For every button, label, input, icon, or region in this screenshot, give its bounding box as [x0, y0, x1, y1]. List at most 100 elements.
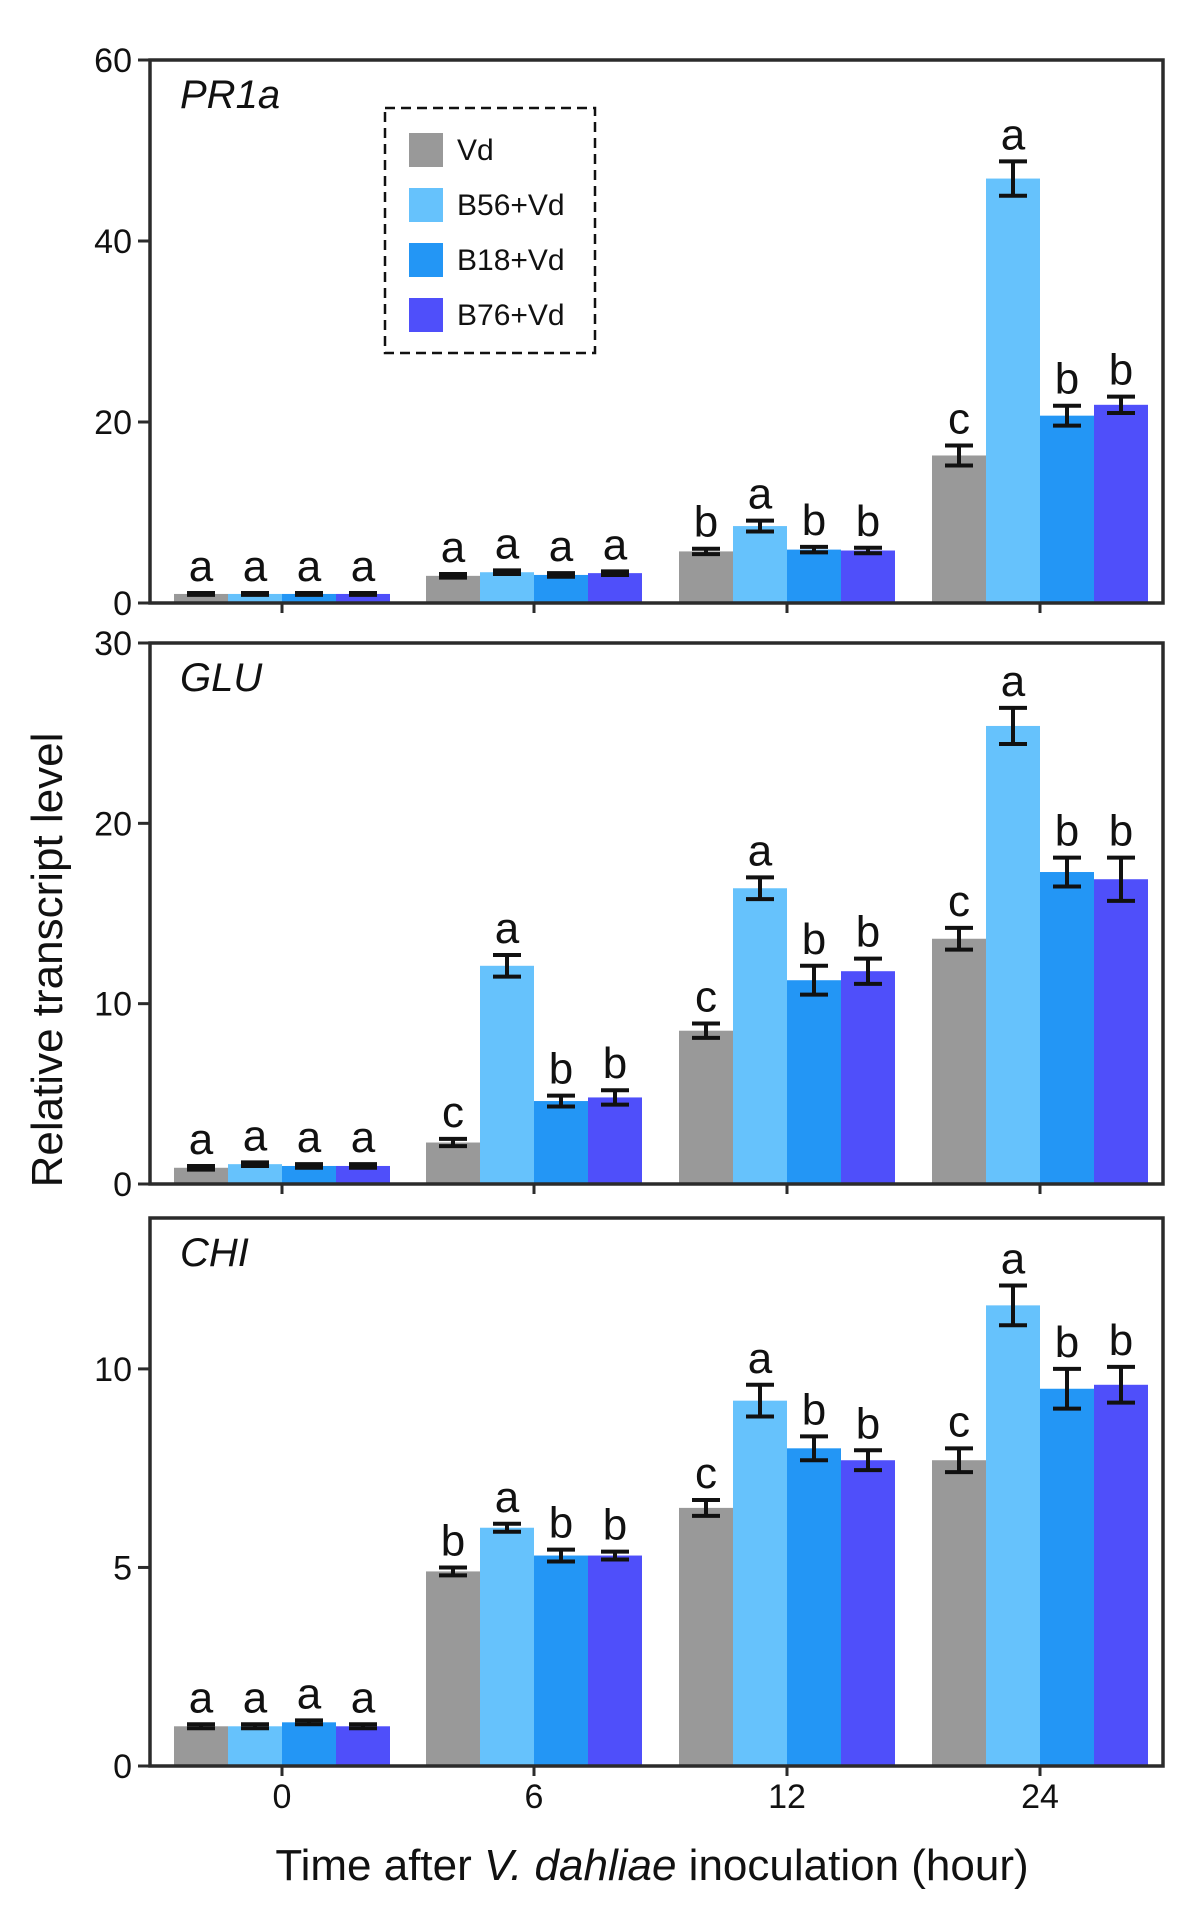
y-tick-label: 60	[94, 42, 132, 80]
significance-letter: a	[351, 542, 376, 591]
bar-chi-6h-s1	[480, 1527, 534, 1766]
x-axis-title-suffix: inoculation (hour)	[676, 1841, 1028, 1890]
x-axis-title: Time after V. dahliae inoculation (hour)	[275, 1841, 1028, 1890]
bar-glu-6h-s0	[426, 1142, 480, 1184]
significance-letter: b	[1109, 346, 1133, 395]
bar-pr1a-12h-s0	[679, 551, 733, 603]
y-tick-label: 10	[94, 986, 132, 1024]
significance-letter: a	[495, 904, 520, 953]
y-tick-label: 0	[113, 585, 132, 623]
bar-chi-12h-s0	[679, 1507, 733, 1766]
bar-chi-12h-s3	[841, 1460, 895, 1766]
bar-pr1a-24h-s2	[1040, 415, 1094, 603]
legend-label-vd: Vd	[457, 134, 494, 167]
significance-letter: a	[549, 522, 574, 571]
significance-letter: a	[297, 1113, 322, 1162]
y-tick-label: 40	[94, 223, 132, 261]
legend-swatch-b56	[409, 188, 443, 222]
significance-letter: a	[243, 1111, 268, 1160]
panel-title-glu: GLU	[180, 656, 263, 700]
significance-letter: b	[549, 1499, 573, 1548]
bar-glu-0h-s3	[336, 1165, 390, 1184]
significance-letter: b	[856, 1399, 880, 1448]
significance-letter: c	[948, 877, 970, 926]
bar-glu-12h-s0	[679, 1030, 733, 1184]
panel-title-chi: CHI	[180, 1231, 249, 1275]
significance-letter: a	[748, 1334, 773, 1383]
x-axis-title-prefix: Time after	[275, 1841, 484, 1890]
bar-glu-6h-s1	[480, 965, 534, 1184]
significance-letter: a	[495, 1473, 520, 1522]
bar-pr1a-0h-s3	[336, 593, 390, 603]
significance-letter: b	[694, 498, 718, 547]
bar-chi-0h-s2	[282, 1722, 336, 1766]
significance-letter: a	[243, 542, 268, 591]
x-tick-label-12: 12	[768, 1778, 806, 1816]
bar-pr1a-12h-s2	[787, 549, 841, 603]
significance-letter: a	[189, 542, 214, 591]
bar-pr1a-24h-s1	[986, 178, 1040, 603]
bar-glu-0h-s2	[282, 1165, 336, 1184]
legend-swatch-b76	[409, 298, 443, 332]
significance-letter: a	[351, 1113, 376, 1162]
bar-glu-0h-s0	[174, 1167, 228, 1184]
bar-pr1a-6h-s2	[534, 574, 588, 603]
y-tick-label: 20	[94, 805, 132, 843]
significance-letter: a	[1001, 110, 1026, 159]
bar-pr1a-12h-s3	[841, 550, 895, 603]
bar-pr1a-6h-s1	[480, 572, 534, 603]
significance-letter: c	[948, 1397, 970, 1446]
bar-chi-12h-s1	[733, 1400, 787, 1766]
x-tick-label-6: 6	[525, 1778, 544, 1816]
significance-letter: c	[948, 395, 970, 444]
bar-pr1a-12h-s1	[733, 526, 787, 603]
panel-title-pr1a: PR1a	[180, 73, 280, 117]
x-axis-title-species: V. dahliae	[484, 1841, 676, 1890]
significance-letter: b	[1055, 355, 1079, 404]
significance-letter: b	[603, 1039, 627, 1088]
bar-glu-0h-s1	[228, 1164, 282, 1184]
panel-frame	[148, 641, 1165, 1186]
bar-pr1a-6h-s0	[426, 575, 480, 603]
panel-frame	[148, 1216, 1165, 1768]
significance-letter: a	[351, 1673, 376, 1722]
x-tick-label-0: 0	[273, 1778, 292, 1816]
bar-glu-6h-s2	[534, 1101, 588, 1184]
bar-pr1a-24h-s3	[1094, 404, 1148, 603]
significance-letter: b	[856, 908, 880, 957]
significance-letter: a	[603, 520, 628, 569]
significance-letter: a	[297, 1669, 322, 1718]
bar-pr1a-0h-s1	[228, 593, 282, 603]
y-tick-label: 20	[94, 404, 132, 442]
legend-frame	[383, 106, 597, 355]
y-tick-label: 5	[113, 1549, 132, 1587]
significance-letter: b	[1109, 1316, 1133, 1365]
significance-letter: a	[297, 542, 322, 591]
significance-letter: b	[802, 915, 826, 964]
bar-pr1a-6h-s3	[588, 573, 642, 603]
bar-glu-12h-s1	[733, 888, 787, 1184]
panel-frame	[148, 58, 1165, 605]
bar-chi-24h-s1	[986, 1305, 1040, 1766]
significance-letter: b	[802, 496, 826, 545]
y-tick-label: 0	[113, 1166, 132, 1204]
bar-chi-24h-s0	[932, 1460, 986, 1766]
bar-glu-24h-s2	[1040, 872, 1094, 1184]
significance-letter: a	[1001, 657, 1026, 706]
significance-letter: c	[695, 1449, 717, 1498]
bar-glu-24h-s1	[986, 725, 1040, 1184]
significance-letter: c	[442, 1088, 464, 1137]
significance-letter: a	[243, 1673, 268, 1722]
legend-swatch-vd	[409, 133, 443, 167]
bar-chi-24h-s2	[1040, 1388, 1094, 1766]
y-tick-label: 30	[94, 625, 132, 663]
significance-letter: a	[441, 523, 466, 572]
bar-chi-6h-s0	[426, 1571, 480, 1766]
significance-letter: b	[549, 1045, 573, 1094]
bar-chi-24h-s3	[1094, 1384, 1148, 1766]
significance-letter: a	[189, 1115, 214, 1164]
